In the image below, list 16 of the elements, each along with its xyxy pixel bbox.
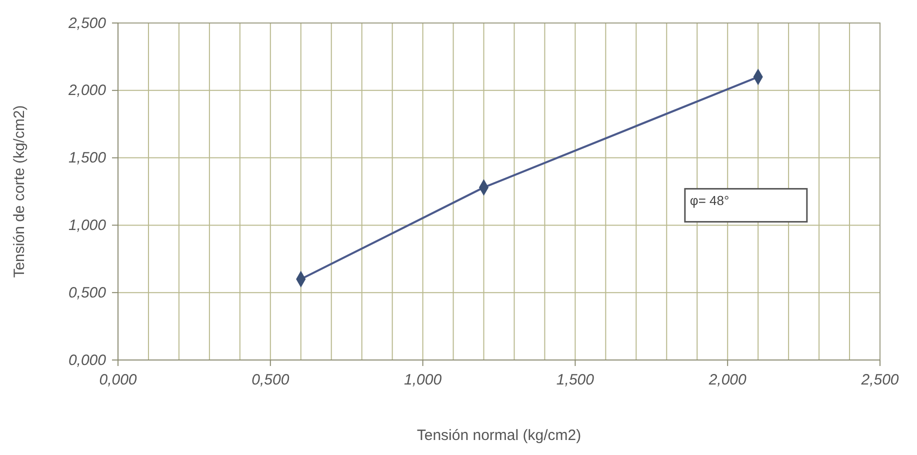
y-tick-label: 2,500 [67, 14, 107, 32]
y-tick-label: 1,500 [68, 150, 107, 167]
x-axis-title: Tensión normal (kg/cm2) [416, 427, 582, 444]
note-box: φ= 48° [684, 188, 808, 223]
y-axis-title: Tensión de corte (kg/cm2) [11, 105, 28, 278]
x-tick-label: 1,000 [404, 372, 442, 389]
y-tick-label: 2,000 [67, 82, 107, 100]
x-tick-label: 2,000 [708, 372, 748, 389]
y-tick-label: 0,500 [68, 284, 107, 302]
y-tick-label: 0,000 [68, 352, 107, 369]
x-tick-label: 0,500 [252, 372, 290, 389]
x-tick-label: 0,000 [99, 372, 138, 389]
x-tick-label: 1,500 [556, 372, 595, 389]
annotation: φ= 48° [690, 192, 730, 208]
y-tick-label: 1,000 [68, 217, 107, 234]
x-tick-label: 2,500 [860, 372, 900, 389]
